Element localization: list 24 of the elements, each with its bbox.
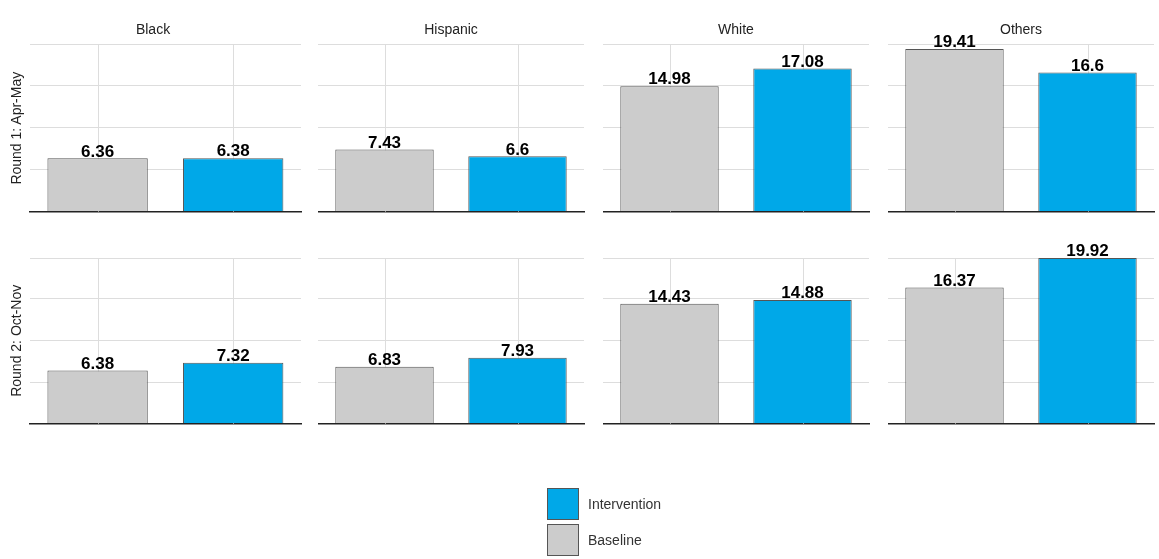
data-label: 6.38 [81, 353, 115, 373]
y-axis-title: Round 2: Oct-Nov [8, 284, 25, 397]
legend-label: Baseline [588, 532, 642, 548]
chart-title: Hispanic [424, 21, 478, 38]
legend-label: Intervention [588, 496, 662, 512]
data-label: 14.43 [648, 286, 691, 306]
y-axis-title: Round 1: Apr-May [8, 71, 25, 185]
chart-title: White [718, 21, 755, 38]
data-label: 16.6 [1070, 55, 1105, 75]
data-label: 7.93 [500, 340, 535, 360]
data-label: 6.6 [505, 139, 530, 159]
chart-title: Black [135, 21, 172, 38]
data-label: 6.83 [367, 350, 402, 370]
data-label: 17.08 [781, 51, 824, 71]
data-label: 7.32 [216, 345, 250, 365]
chart-title: Others [999, 21, 1043, 38]
data-label: 14.88 [781, 283, 824, 303]
data-label: 7.43 [367, 132, 402, 152]
data-label: 6.36 [81, 141, 115, 161]
data-label: 14.98 [648, 69, 691, 89]
data-label: 19.41 [933, 32, 976, 52]
data-label: 6.38 [216, 141, 250, 161]
data-label: 16.37 [933, 270, 976, 290]
data-label: 19.92 [1066, 241, 1109, 261]
